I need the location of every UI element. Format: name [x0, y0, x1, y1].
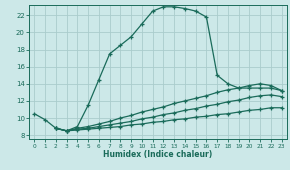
X-axis label: Humidex (Indice chaleur): Humidex (Indice chaleur) [104, 150, 213, 159]
